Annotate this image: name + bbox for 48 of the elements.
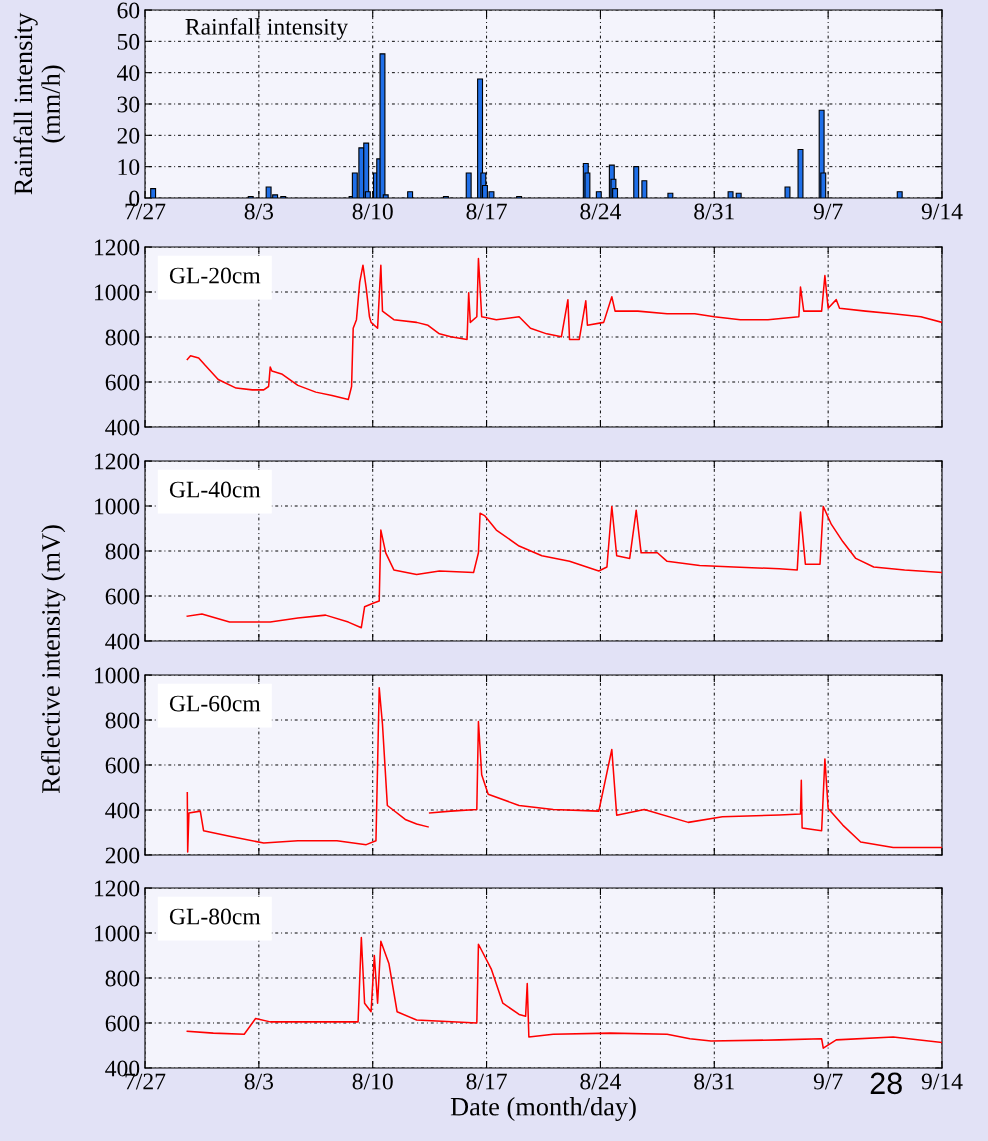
y-tick-label: 1200 [94,880,140,897]
y-axis-title: Rainfall intensity (mm/h) [13,12,66,195]
y-tick-label: 600 [105,1015,140,1032]
y-tick-label: 800 [105,543,140,560]
y-tick-label: 600 [105,757,140,774]
x-tick-label: 8/31 [694,1073,734,1090]
y-tick-label: 1000 [94,498,140,515]
x-tick-label: 8/3 [244,1073,274,1090]
y-tick-label: 30 [117,96,140,113]
y-tick-label: 60 [117,2,140,19]
y-tick-label: 20 [117,127,140,144]
y-tick-label: 800 [105,712,140,729]
text: GL-40cm [169,481,261,498]
x-tick-label: 9/14 [921,1073,963,1090]
y-tick-label: 200 [105,847,140,864]
x-tick-label: 8/17 [466,1073,507,1090]
y-tick-label: 1000 [94,925,140,942]
x-tick-label: 8/24 [580,203,622,220]
text: GL-60cm [169,695,261,712]
y-tick-label: 10 [118,159,140,176]
y-tick-label: 600 [105,588,140,605]
y-tick-label: 40 [116,65,140,82]
chart-title: Rainfall intensity [185,17,349,40]
text: GL-20cm [169,267,261,284]
y-tick-label: 50 [117,33,140,50]
y-tick-label: 400 [105,633,140,650]
x-tick-label: 8/10 [352,1073,393,1090]
y-tick-label: 1200 [94,239,140,256]
y-tick-label: 1000 [94,667,140,684]
y-tick-label: 400 [105,419,140,436]
x-tick-label: 9/7 [813,203,843,220]
x-tick-label: 9/14 [921,203,963,220]
y-tick-label: 800 [105,329,140,346]
y-axis-title: Reflective intensity (mV) [41,525,66,794]
y-tick-label: 400 [105,802,140,819]
y-tick-label: 1200 [94,453,140,470]
text: GL-80cm [169,908,261,925]
x-tick-label: 8/3 [244,203,274,220]
x-tick-label: 9/7 [813,1073,843,1090]
x-tick-label: 8/17 [466,203,507,220]
y-tick-label: 1000 [94,284,140,301]
y-tick-label: 800 [105,970,140,987]
x-axis-title: Date (month/day) [450,1097,636,1122]
x-tick-label: 8/24 [580,1073,622,1090]
text: 28 [870,1072,902,1095]
x-tick-label: 8/31 [694,203,734,220]
y-tick-label: 600 [105,374,140,391]
x-tick-label: 8/10 [352,203,393,220]
